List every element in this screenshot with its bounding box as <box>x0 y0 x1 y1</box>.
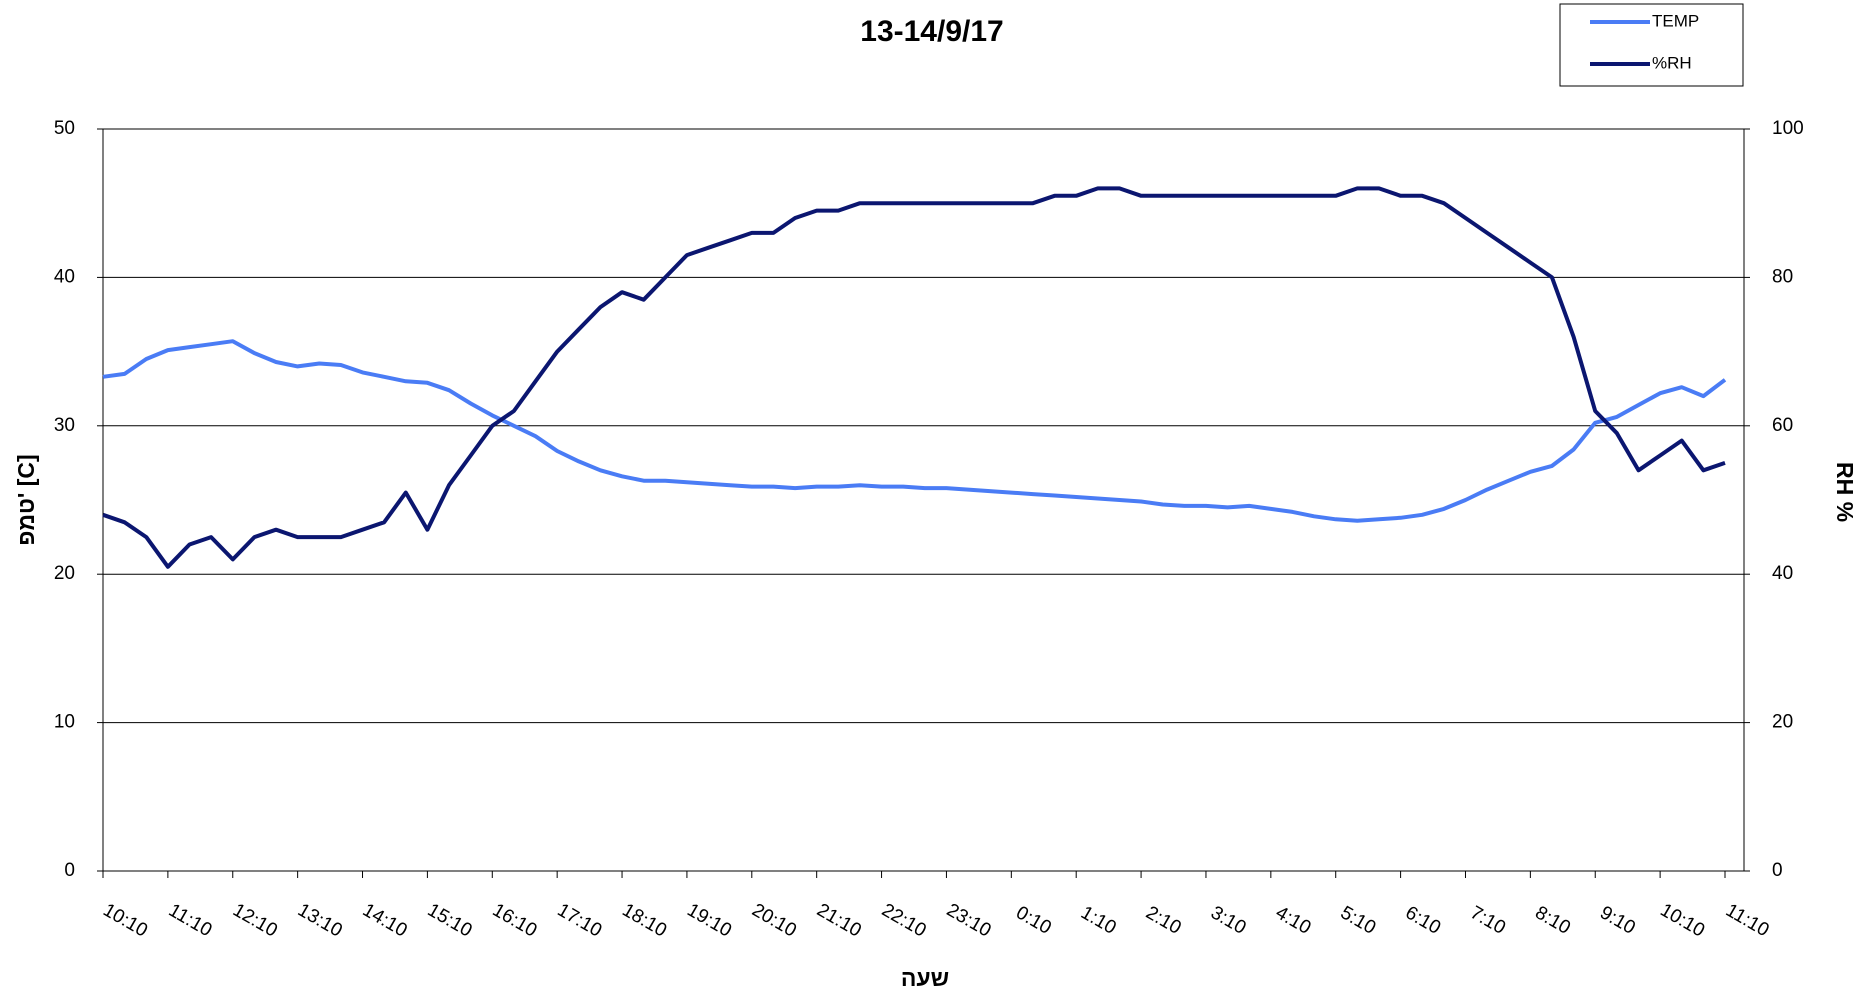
y2-tick-label: 100 <box>1772 118 1804 139</box>
x-tick-label: 9:10 <box>1596 902 1639 939</box>
x-tick-label: 18:10 <box>618 900 670 942</box>
x-tick-label: 11:10 <box>1722 900 1772 941</box>
x-tick-label: 7:10 <box>1466 902 1509 939</box>
x-tick-label: 2:10 <box>1142 902 1185 939</box>
x-tick-label: 8:10 <box>1531 902 1574 939</box>
x-tick-label: 13:10 <box>294 900 346 942</box>
y-tick-label: 50 <box>54 118 75 139</box>
y2-tick-label: 80 <box>1772 266 1793 287</box>
y2-tick-label: 20 <box>1772 712 1793 733</box>
y-tick-label: 30 <box>54 415 75 436</box>
legend-box <box>1559 3 1744 87</box>
x-tick-label: 10:10 <box>99 900 151 942</box>
y-tick-label: 0 <box>64 860 75 881</box>
x-tick-label: 23:10 <box>943 900 995 942</box>
x-tick-label: 12:10 <box>229 900 281 942</box>
y2-tick-label: 60 <box>1772 415 1793 436</box>
x-tick-label: 14:10 <box>359 900 411 942</box>
x-tick-label: 19:10 <box>683 900 735 942</box>
x-tick-label: 21:10 <box>813 900 865 942</box>
y2-axis-title: RH % <box>1832 462 1858 522</box>
x-tick-label: 5:10 <box>1337 902 1380 939</box>
x-tick-label: 22:10 <box>878 900 930 942</box>
y-tick-label: 20 <box>54 563 75 584</box>
y-axis-title: טמפ' [C] <box>13 454 39 545</box>
y2-tick-label: 40 <box>1772 563 1793 584</box>
legend-label: TEMP <box>1652 11 1699 30</box>
x-tick-label: 16:10 <box>489 900 541 942</box>
x-tick-label: 10:10 <box>1657 900 1709 942</box>
x-axis-title: שעה <box>901 965 949 990</box>
x-tick-label: 0:10 <box>1012 902 1055 939</box>
x-tick-label: 17:10 <box>554 900 606 942</box>
y2-tick-label: 0 <box>1772 860 1783 881</box>
x-tick-label: 3:10 <box>1207 902 1250 939</box>
y-tick-label: 10 <box>54 712 75 733</box>
data-line <box>102 186 1726 569</box>
x-tick-label: 6:10 <box>1402 902 1445 939</box>
x-tick-label: 1:10 <box>1077 902 1120 939</box>
legend-label: %RH <box>1652 53 1692 72</box>
y-tick-label: 40 <box>54 266 75 287</box>
x-tick-label: 4:10 <box>1272 902 1315 939</box>
x-tick-label: 15:10 <box>424 900 476 942</box>
x-tick-label: 11:10 <box>165 900 215 941</box>
chart-title: 13-14/9/17 <box>860 15 1003 48</box>
x-tick-label: 20:10 <box>748 900 800 942</box>
data-line <box>102 339 1727 523</box>
